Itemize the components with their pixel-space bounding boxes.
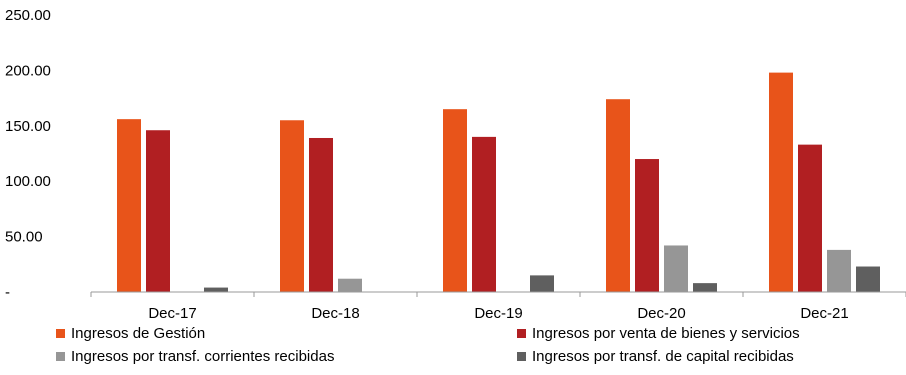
x-axis-category-labels: Dec-17 Dec-18 Dec-19 Dec-20 Dec-21 xyxy=(148,305,848,322)
bar xyxy=(635,159,659,292)
x-tick-label: Dec-21 xyxy=(800,305,848,322)
y-tick-label: 150.00 xyxy=(5,118,51,135)
y-tick-label: - xyxy=(5,284,10,301)
x-tick-label: Dec-17 xyxy=(148,305,196,322)
bar xyxy=(309,137,333,292)
legend-swatch xyxy=(517,352,526,361)
y-tick-label: 250.00 xyxy=(5,7,51,24)
bar xyxy=(204,287,228,292)
bar xyxy=(664,245,688,292)
legend-label: Ingresos por venta de bienes y servicios xyxy=(532,325,800,342)
bar xyxy=(472,136,496,292)
bar xyxy=(280,120,304,292)
bar xyxy=(117,119,141,292)
bar xyxy=(856,266,880,292)
bar xyxy=(146,130,170,292)
bar xyxy=(693,283,717,292)
bar xyxy=(530,275,554,292)
legend-label: Ingresos de Gestión xyxy=(71,325,206,342)
bar-series-group xyxy=(117,72,880,293)
y-tick-label: 200.00 xyxy=(5,62,51,79)
bar xyxy=(769,72,793,292)
legend-swatch xyxy=(56,329,65,338)
legend-label: Ingresos por transf. de capital recibida… xyxy=(532,348,794,365)
legend-swatch xyxy=(517,329,526,338)
y-tick-label: 50.00 xyxy=(5,229,43,246)
legend-label: Ingresos por transf. corrientes recibida… xyxy=(71,348,335,365)
bar xyxy=(606,99,630,292)
legend-item: Ingresos de Gestión xyxy=(56,325,205,342)
x-tick-label: Dec-18 xyxy=(311,305,359,322)
legend-item: Ingresos por transf. de capital recibida… xyxy=(517,348,794,365)
bar xyxy=(827,249,851,292)
bar xyxy=(443,109,467,293)
y-axis-tick-labels: - 50.00 100.00 150.00 200.00 250.00 xyxy=(5,7,51,301)
chart-legend: Ingresos de Gestión Ingresos por venta de… xyxy=(0,325,906,375)
legend-item: Ingresos por transf. corrientes recibida… xyxy=(56,348,334,365)
bar xyxy=(798,144,822,292)
x-axis-ticks xyxy=(90,292,906,297)
x-tick-label: Dec-19 xyxy=(474,305,522,322)
bar xyxy=(338,278,362,292)
y-tick-label: 100.00 xyxy=(5,173,51,190)
legend-swatch xyxy=(56,352,65,361)
x-tick-label: Dec-20 xyxy=(637,305,685,322)
legend-item: Ingresos por venta de bienes y servicios xyxy=(517,325,800,342)
